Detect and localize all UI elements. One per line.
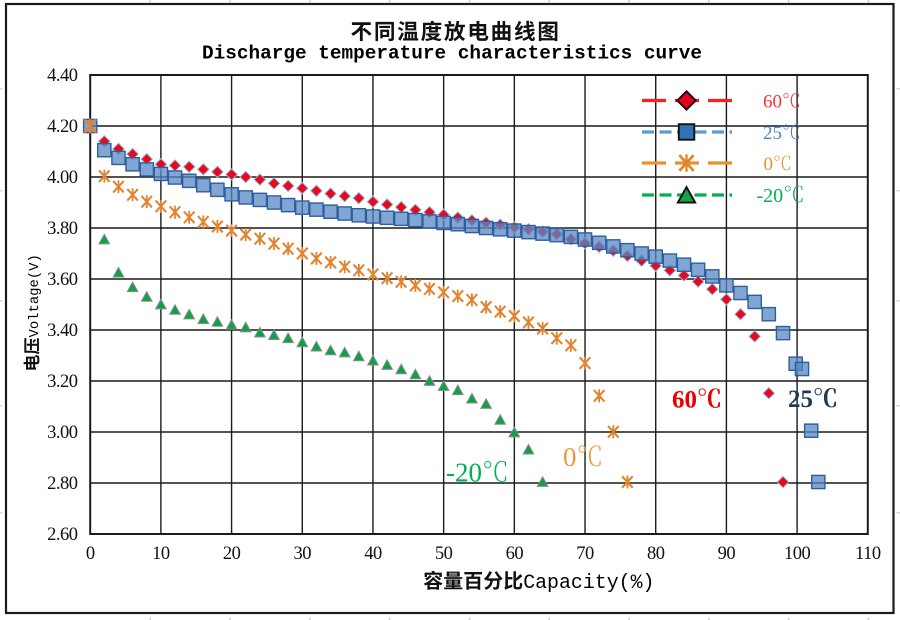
svg-text:3.20: 3.20 xyxy=(47,372,78,392)
svg-text:25: 25 xyxy=(763,123,782,144)
svg-text:30: 30 xyxy=(294,544,312,564)
svg-text:3.40: 3.40 xyxy=(47,321,78,341)
svg-text:4.00: 4.00 xyxy=(47,168,78,188)
svg-text:0: 0 xyxy=(563,442,577,472)
svg-text:3.00: 3.00 xyxy=(47,423,78,443)
svg-text:3.60: 3.60 xyxy=(47,270,78,290)
svg-text:70: 70 xyxy=(576,544,594,564)
svg-text:25: 25 xyxy=(788,386,813,413)
svg-text:10: 10 xyxy=(152,544,170,564)
svg-text:0: 0 xyxy=(764,154,774,175)
svg-text:50: 50 xyxy=(435,544,453,564)
svg-text:-20: -20 xyxy=(446,458,482,488)
svg-text:4.20: 4.20 xyxy=(47,117,78,137)
svg-text:Capacity(%): Capacity(%) xyxy=(523,571,654,594)
svg-text:2.80: 2.80 xyxy=(47,474,78,494)
svg-text:2.60: 2.60 xyxy=(47,525,78,545)
svg-text:110: 110 xyxy=(855,544,881,564)
svg-text:100: 100 xyxy=(784,544,811,564)
svg-text:4.40: 4.40 xyxy=(47,66,78,86)
svg-text:60: 60 xyxy=(672,387,697,414)
svg-text:20: 20 xyxy=(223,544,241,564)
svg-text:-20: -20 xyxy=(757,185,784,207)
svg-text:80: 80 xyxy=(647,544,665,564)
svg-text:3.80: 3.80 xyxy=(47,219,78,239)
svg-text:Voltage(V): Voltage(V) xyxy=(27,254,43,337)
svg-text:0: 0 xyxy=(86,544,95,564)
svg-text:60: 60 xyxy=(763,92,782,113)
svg-text:60: 60 xyxy=(506,544,524,564)
svg-text:90: 90 xyxy=(718,544,736,564)
svg-text:40: 40 xyxy=(364,544,382,564)
svg-text:Discharge temperature characte: Discharge temperature characteristics cu… xyxy=(202,43,702,65)
